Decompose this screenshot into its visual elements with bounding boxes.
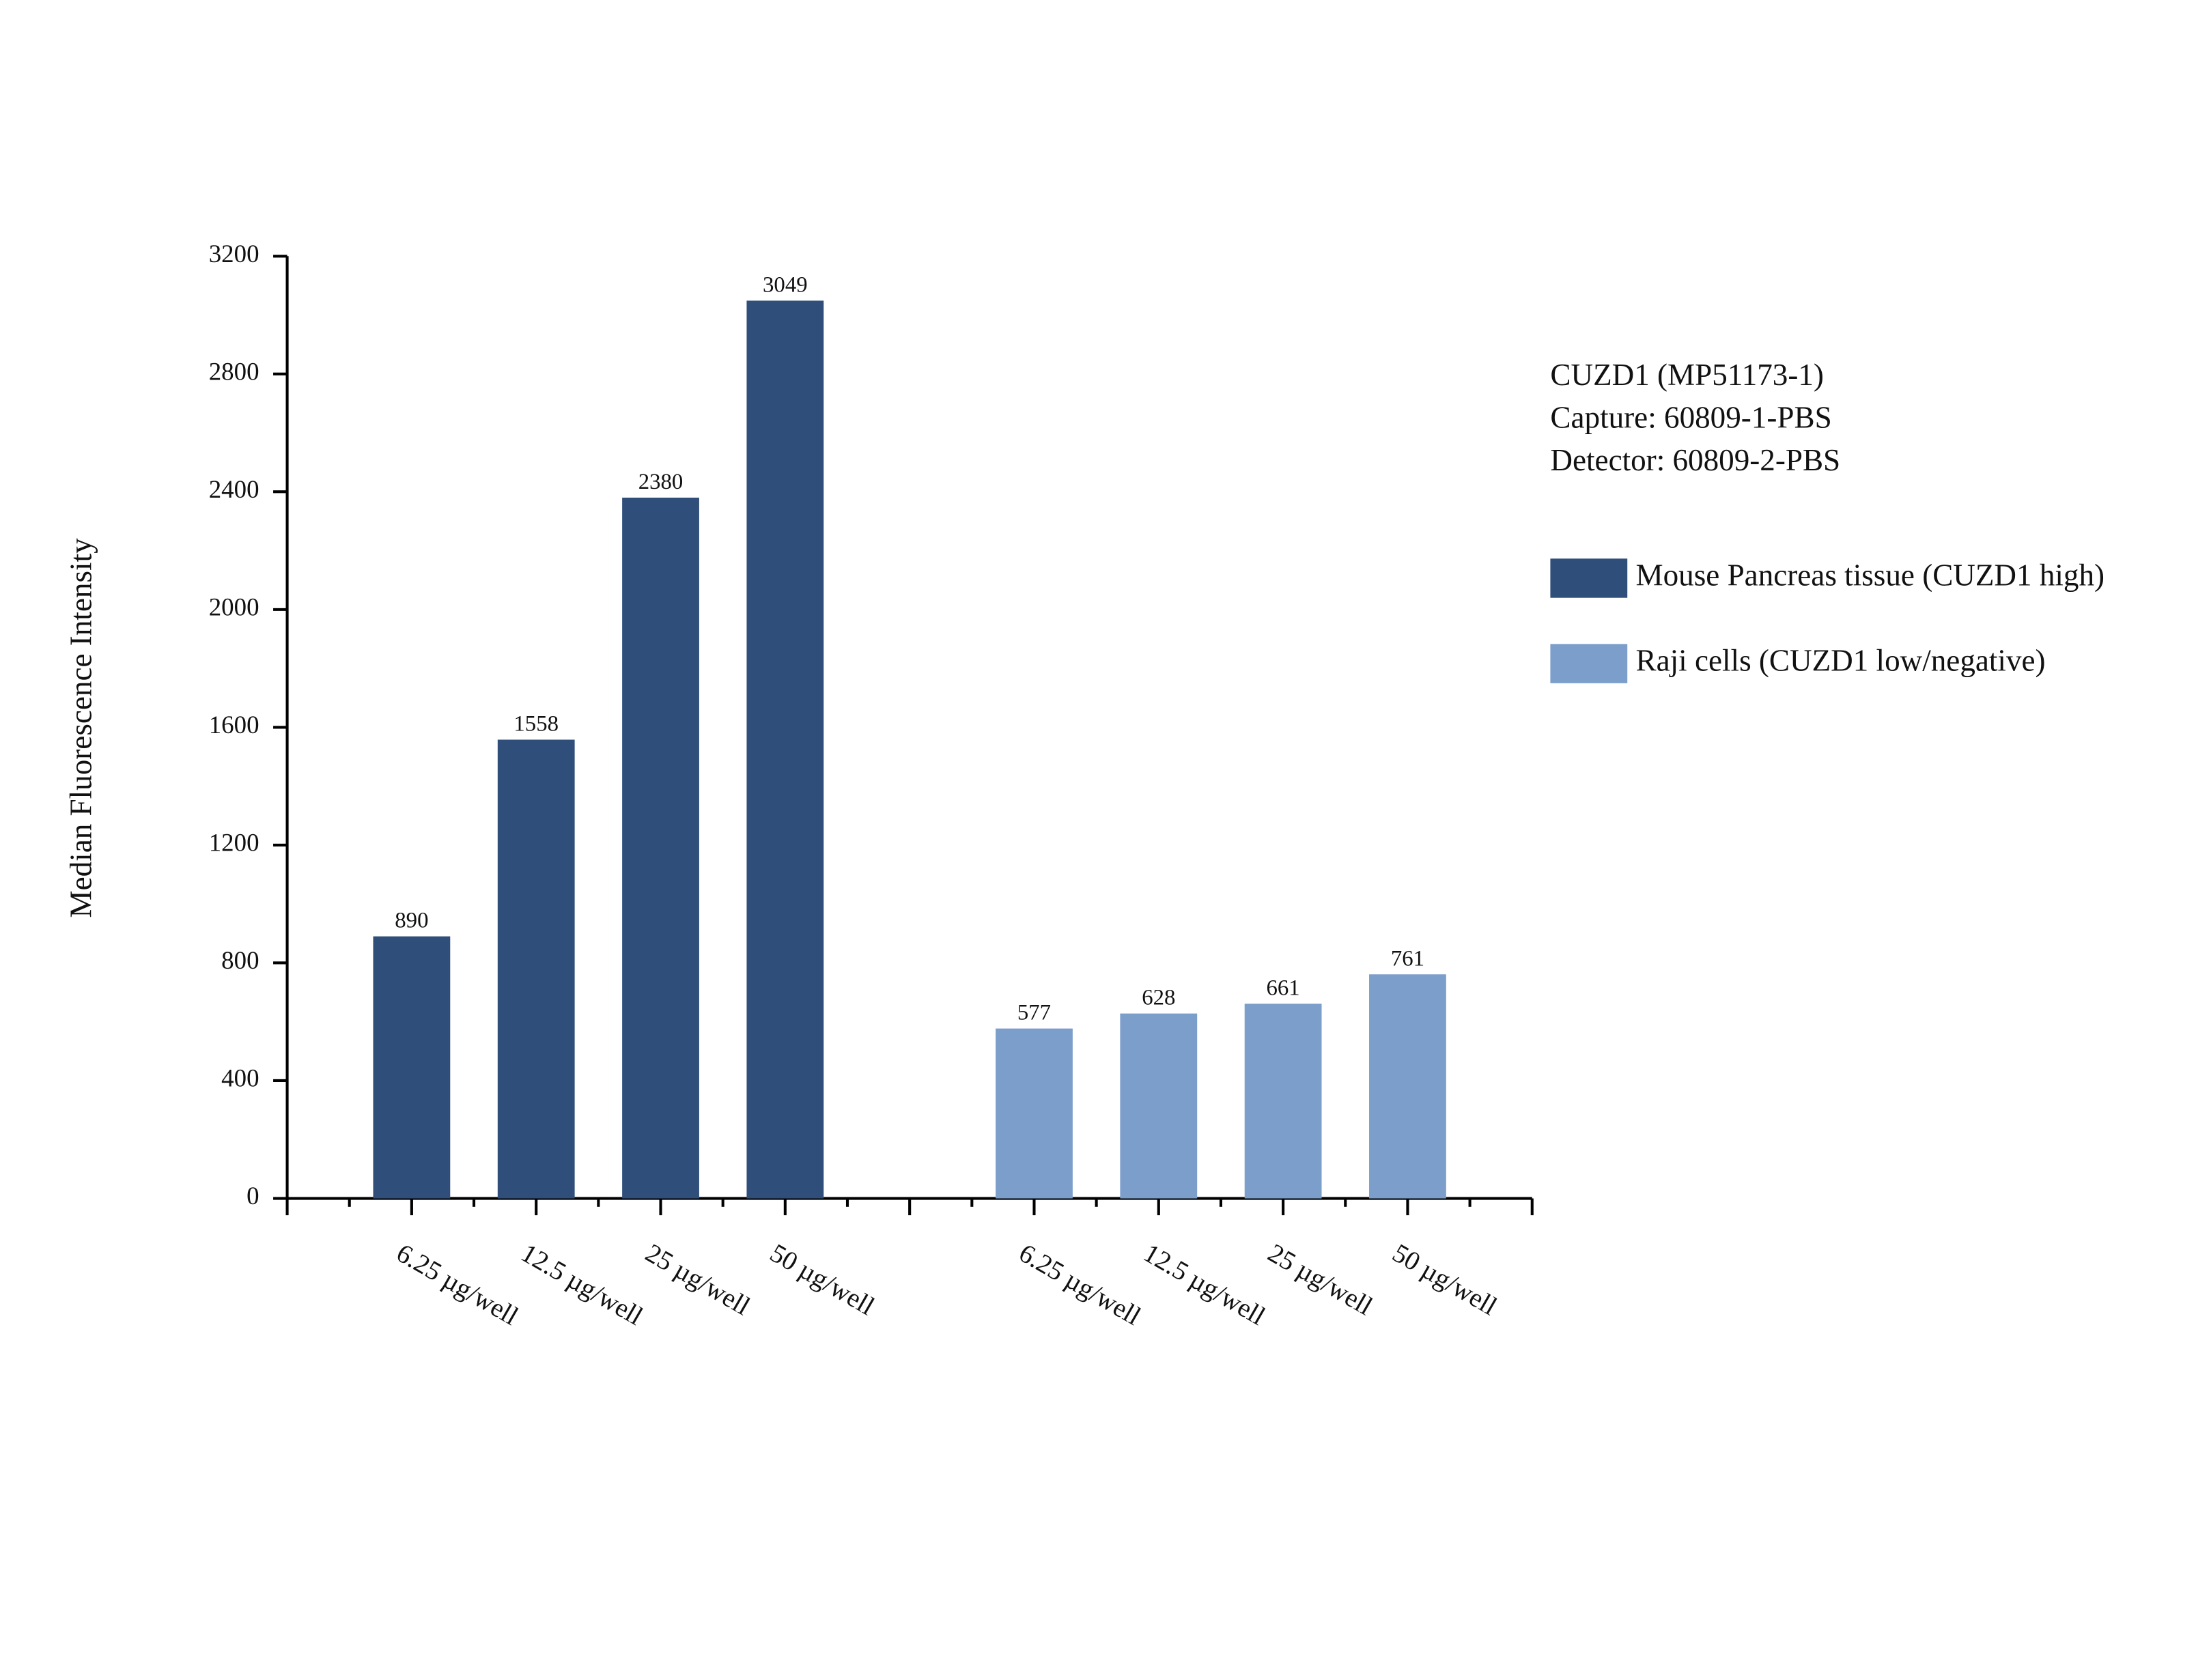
y-tick-label: 2000 — [209, 593, 259, 621]
bar — [1120, 1013, 1198, 1199]
y-tick-label: 400 — [221, 1064, 259, 1092]
x-tick-label: 50 µg/well — [765, 1238, 879, 1322]
y-tick-label: 1200 — [209, 828, 259, 856]
y-tick-label: 3200 — [209, 240, 259, 268]
bar — [373, 936, 451, 1199]
x-tick-label: 25 µg/well — [1263, 1238, 1378, 1322]
y-tick-label: 1600 — [209, 711, 259, 739]
y-tick-label: 2400 — [209, 475, 259, 503]
value-label: 761 — [1391, 946, 1424, 971]
bar — [996, 1028, 1073, 1199]
annotation: Detector: 60809-2-PBS — [1550, 443, 1840, 477]
value-label: 661 — [1267, 976, 1300, 1000]
x-tick-label: 25 µg/well — [640, 1238, 755, 1322]
y-axis-label: Median Fluorescence Intensity — [64, 538, 98, 918]
x-tick-label: 6.25 µg/well — [1014, 1238, 1146, 1331]
x-tick-label: 50 µg/well — [1388, 1238, 1502, 1322]
bar — [497, 739, 575, 1199]
value-label: 628 — [1142, 986, 1175, 1010]
annotation: Capture: 60809-1-PBS — [1550, 401, 1831, 435]
value-label: 2380 — [638, 470, 684, 494]
bar — [1369, 974, 1446, 1199]
legend-swatch — [1550, 644, 1628, 683]
y-tick-label: 800 — [221, 946, 259, 974]
value-label: 1558 — [513, 712, 559, 737]
bar — [746, 300, 824, 1199]
x-tick-label: 6.25 µg/well — [391, 1238, 523, 1331]
bar — [622, 497, 699, 1199]
legend-label: Raji cells (CUZD1 low/negative) — [1636, 643, 2046, 677]
legend-swatch — [1550, 558, 1628, 598]
y-tick-label: 2800 — [209, 357, 259, 385]
bar — [1244, 1003, 1322, 1199]
legend-label: Mouse Pancreas tissue (CUZD1 high) — [1636, 558, 2105, 592]
x-tick-label: 12.5 µg/well — [516, 1238, 648, 1331]
value-label: 3049 — [763, 272, 808, 297]
annotation: CUZD1 (MP51173-1) — [1550, 358, 1824, 392]
x-tick-label: 12.5 µg/well — [1138, 1238, 1270, 1331]
value-label: 890 — [395, 909, 428, 933]
y-tick-label: 0 — [247, 1182, 259, 1210]
value-label: 577 — [1017, 1001, 1051, 1025]
